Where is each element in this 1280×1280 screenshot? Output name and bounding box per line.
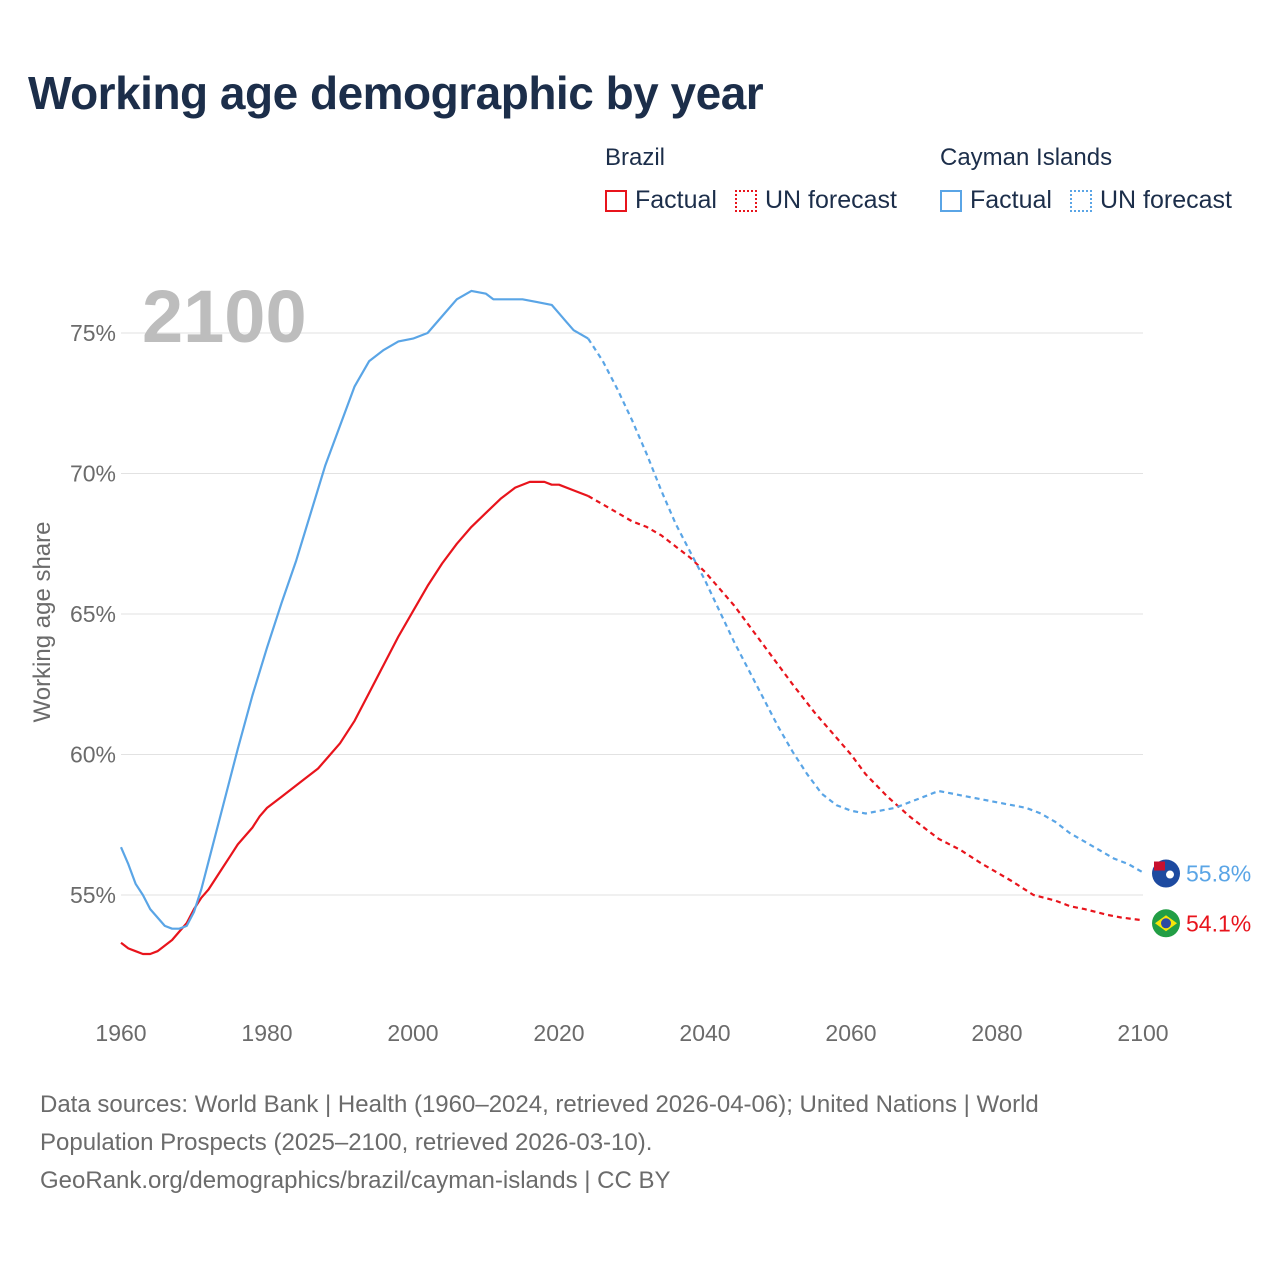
y-tick-label: 55% — [70, 882, 116, 908]
series-line-cayman-islands-factual — [119, 289, 589, 930]
x-tick-label: 2080 — [971, 1020, 1022, 1046]
legend-group-cayman-islands: Cayman Islands Factual UN forecast — [940, 144, 1232, 215]
legend-swatch-dotted — [1069, 189, 1092, 212]
series-line-cayman-islands-forecast — [587, 338, 1144, 874]
x-tick-label: 2000 — [387, 1020, 438, 1046]
y-tick-label: 75% — [70, 320, 116, 346]
series-line-brazil-forecast — [587, 495, 1144, 922]
flag-coat-of-arms — [1166, 870, 1174, 879]
legend-swatch-solid — [605, 189, 627, 212]
footer-sources-line-2: Population Prospects (2025–2100, retriev… — [40, 1129, 653, 1156]
x-tick-label: 2040 — [679, 1020, 730, 1046]
x-tick-label: 2020 — [533, 1020, 584, 1046]
flag-blue-globe — [1161, 918, 1171, 929]
legend-group-brazil: Brazil Factual UN forecast — [605, 144, 915, 215]
series-line-brazil-factual — [120, 480, 589, 956]
legend-item-cayman-forecast[interactable]: UN forecast — [1069, 186, 1232, 215]
legend-group-name: Brazil — [605, 144, 666, 171]
legend-item-cayman-factual[interactable]: Factual — [940, 186, 1052, 215]
legend-item-brazil-forecast[interactable]: UN forecast — [734, 186, 897, 215]
y-axis-label: Working age share — [29, 522, 56, 723]
legend-swatch-solid — [940, 189, 962, 212]
footer-sources-line-1: Data sources: World Bank | Health (1960–… — [40, 1091, 1039, 1118]
legend-label: UN forecast — [1099, 186, 1232, 214]
legend-label: Factual — [635, 186, 717, 214]
y-tick-label: 65% — [70, 601, 116, 627]
legend-group-name: Cayman Islands — [940, 144, 1113, 171]
flag-union-jack — [1154, 861, 1165, 871]
x-tick-label: 1960 — [95, 1020, 146, 1046]
x-tick-label: 2100 — [1117, 1020, 1168, 1046]
end-value-label-brazil: 54.1% — [1186, 910, 1251, 936]
year-watermark: 2100 — [142, 275, 307, 358]
end-marker-cayman-islands-flag-icon — [1152, 859, 1180, 888]
legend-swatch-dotted — [734, 189, 757, 212]
y-tick-label: 70% — [70, 461, 116, 487]
x-tick-label: 2060 — [825, 1020, 876, 1046]
end-value-label-cayman-islands: 55.8% — [1186, 861, 1251, 887]
legend-label: UN forecast — [764, 186, 897, 214]
footer: Data sources: World Bank | Health (1960–… — [40, 1086, 1240, 1200]
footer-credit[interactable]: GeoRank.org/demographics/brazil/cayman-i… — [40, 1167, 671, 1194]
legend-item-brazil-factual[interactable]: Factual — [605, 186, 717, 215]
legend-label: Factual — [970, 186, 1052, 214]
end-marker-brazil-flag-icon — [1152, 909, 1180, 938]
y-tick-label: 60% — [70, 742, 116, 768]
chart-title: Working age demographic by year — [28, 67, 764, 119]
x-tick-label: 1980 — [241, 1020, 292, 1046]
